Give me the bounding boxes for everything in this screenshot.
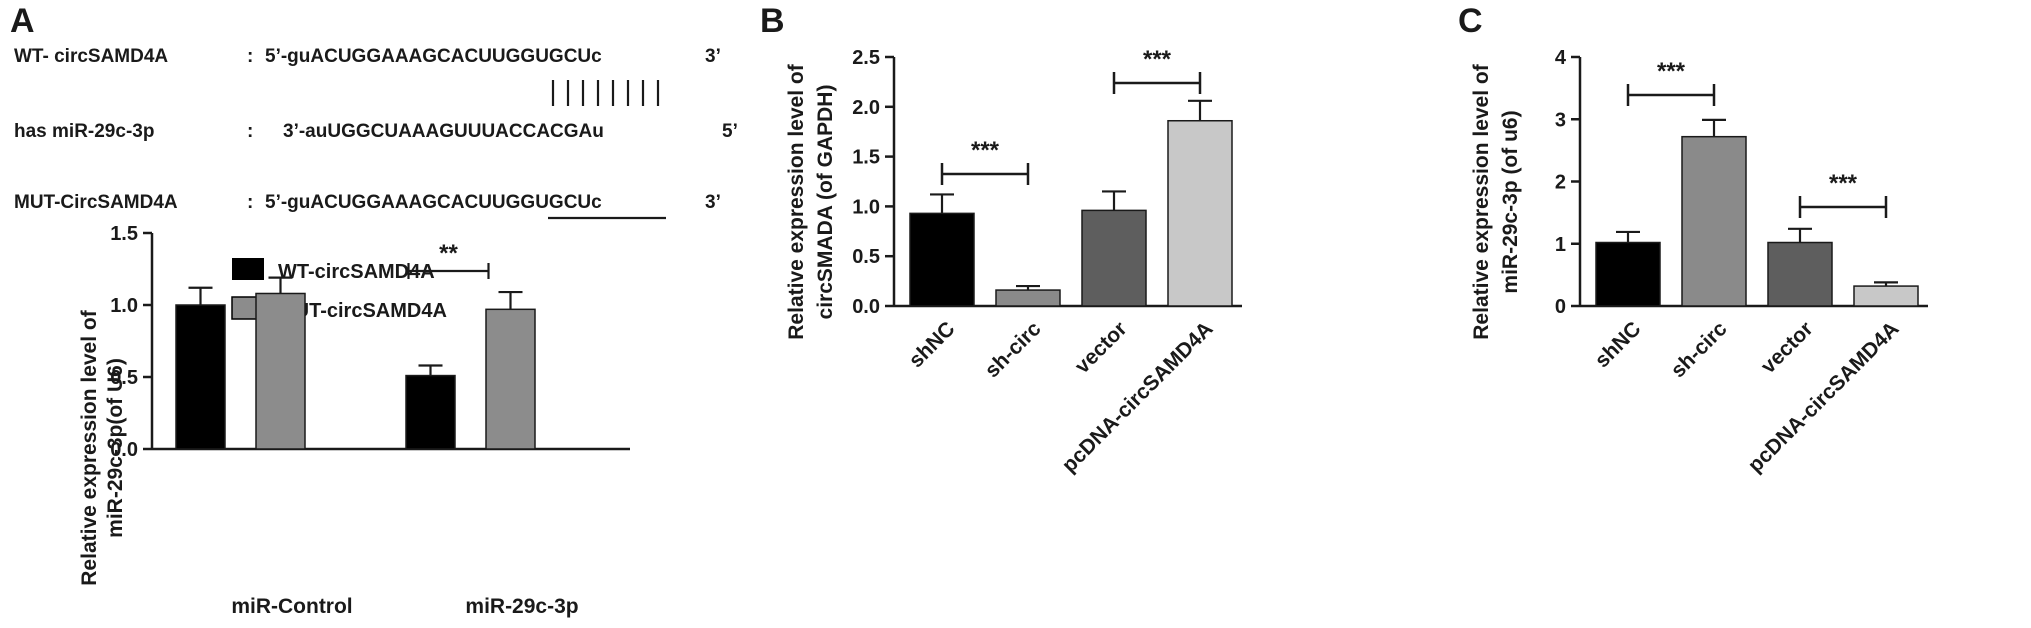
legend-swatch-wt: [232, 258, 264, 280]
mut-colon: :: [247, 192, 253, 213]
chart-a-xlabel-mir-control: miR-Control: [231, 595, 352, 618]
mut-end: 3’: [705, 192, 721, 213]
panel-letter-b: B: [760, 2, 785, 40]
chart-a-sig-label: **: [439, 240, 458, 267]
chart-b-xlabel: sh-circ: [981, 317, 1046, 382]
chart-b-ylabel-line1: Relative expression level of: [785, 63, 808, 339]
chart-b-sig-label: ***: [1143, 46, 1172, 73]
chart-b-y-tick-label: 0.0: [852, 296, 880, 318]
chart-b-bar: [1081, 209, 1147, 307]
panel-letter-a: A: [10, 2, 35, 40]
chart-c-bar: [1767, 241, 1833, 307]
chart-b-xlabel: pcDNA-circSAMD4A: [1058, 317, 1218, 477]
chart-a-ylabel-line2: miR-29c-3p(of U6): [104, 358, 127, 538]
chart-b-y-tick-label: 2.5: [852, 47, 880, 69]
chart-b-y-tick-label: 1.5: [852, 147, 880, 169]
chart-b-bar: [909, 212, 975, 307]
chart-c-xlabel: shNC: [1590, 317, 1645, 372]
chart-b-y-tick-label: 0.5: [852, 246, 880, 268]
chart-a-bar: [485, 308, 536, 450]
chart-a-ylabel-line1: Relative expression level of: [78, 309, 101, 585]
wt-end: 3’: [705, 46, 721, 67]
legend-label-wt: WT-circSAMD4A: [278, 261, 435, 283]
chart-b-sig-label: ***: [971, 137, 1000, 164]
mut-sequence: 5’-guACUGGAAAGCACUUGGUGCUc: [265, 192, 602, 213]
chart-b-bar: [1167, 119, 1233, 307]
chart-b-y-tick-label: 2.0: [852, 97, 880, 119]
chart-c-xlabel: pcDNA-circSAMD4A: [1744, 317, 1904, 477]
chart-c-ylabel-line2: miR-29c-3p (of u6): [1499, 110, 1522, 293]
chart-c-y-tick-label: 2: [1555, 172, 1566, 194]
chart-c-bar: [1595, 241, 1661, 307]
mir-sequence: 3’-auUGGCUAAAGUUUACCACGAu: [283, 121, 604, 142]
mir-label: has miR-29c-3p: [14, 121, 154, 142]
chart-c-ylabel-line1: Relative expression level of: [1470, 63, 1493, 339]
wt-colon: :: [247, 46, 253, 67]
chart-a-y-tick-label: 0.5: [110, 367, 138, 389]
chart-b-ylabel-line2: circSMADA (of GAPDH): [814, 85, 837, 320]
chart-b-xlabel: vector: [1071, 317, 1132, 378]
chart-c-y-tick-label: 4: [1555, 47, 1567, 69]
base-pairing-lines: [551, 80, 660, 106]
chart-c: Relative expression level of miR-29c-3p …: [1470, 47, 1928, 477]
chart-a-y-tick-label: 1.5: [110, 223, 138, 245]
chart-c-xlabel: sh-circ: [1667, 317, 1732, 382]
chart-b-y-tick-label: 1.0: [852, 196, 880, 218]
mut-label: MUT-CircSAMD4A: [14, 192, 178, 213]
chart-b-xlabel: shNC: [904, 317, 959, 372]
chart-a: Relative expression level of miR-29c-3p(…: [78, 223, 630, 618]
chart-b-bar: [995, 289, 1061, 307]
chart-c-xlabel: vector: [1757, 317, 1818, 378]
wt-sequence: 5’-guACUGGAAAGCACUUGGUGCUc: [265, 46, 602, 67]
mir-end: 5’: [722, 121, 738, 142]
chart-c-y-tick-label: 1: [1555, 234, 1566, 256]
chart-a-bar: [175, 304, 226, 450]
chart-c-y-tick-label: 0: [1555, 296, 1566, 318]
wt-label: WT- circSAMD4A: [14, 46, 168, 67]
chart-b: Relative expression level of circSMADA (…: [785, 46, 1242, 477]
sequence-alignment: WT- circSAMD4A : 5’-guACUGGAAAGCACUUGGUG…: [14, 46, 738, 220]
chart-c-sig-label: ***: [1829, 170, 1858, 197]
chart-a-bar: [255, 292, 306, 450]
legend-label-mut: MUT-circSAMD4A: [278, 300, 447, 322]
chart-a-bar: [405, 374, 456, 450]
chart-a-y-tick-label: 1.0: [110, 295, 138, 317]
panel-letter-c: C: [1458, 2, 1483, 40]
chart-c-y-tick-label: 3: [1555, 109, 1566, 131]
chart-c-bar: [1853, 285, 1919, 307]
chart-c-sig-label: ***: [1657, 58, 1686, 85]
chart-a-y-tick-label: 0.0: [110, 439, 138, 461]
chart-c-bar: [1681, 135, 1747, 307]
chart-a-xlabel-mir-29c: miR-29c-3p: [465, 595, 578, 618]
mir-colon: :: [247, 121, 253, 142]
